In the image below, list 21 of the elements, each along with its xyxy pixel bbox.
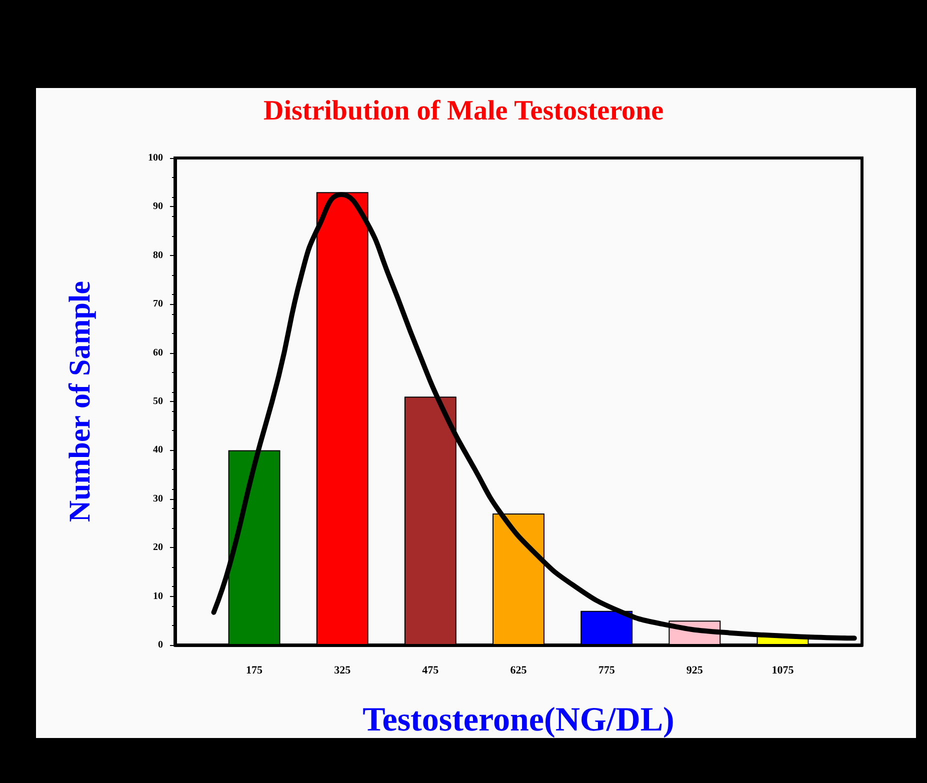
x-tick-label: 775 <box>598 664 616 676</box>
y-tick-label: 30 <box>153 493 163 504</box>
y-tick-label: 0 <box>158 640 163 650</box>
y-tick-label: 40 <box>153 444 163 456</box>
x-tick-label: 625 <box>510 664 528 676</box>
chart-title: Distribution of Male Testosterone <box>263 96 664 126</box>
y-tick-label: 70 <box>153 298 163 310</box>
x-tick-label: 925 <box>686 664 704 676</box>
x-axis-title: Testosterone(NG/DL) <box>362 702 674 738</box>
y-tick-label: 20 <box>153 542 163 554</box>
y-tick-label: 100 <box>148 152 163 164</box>
y-tick-label: 50 <box>153 396 163 407</box>
x-tick-label: 1075 <box>772 664 794 676</box>
y-tick-label: 90 <box>153 201 163 212</box>
y-tick-label: 10 <box>153 590 163 602</box>
x-tick-label: 325 <box>334 664 352 676</box>
x-tick-label: 475 <box>422 664 440 676</box>
x-tick-label: 175 <box>246 664 264 676</box>
y-axis-title: Number of Sample <box>64 280 96 522</box>
y-tick-label: 60 <box>153 347 163 358</box>
y-tick-label: 80 <box>153 250 163 261</box>
